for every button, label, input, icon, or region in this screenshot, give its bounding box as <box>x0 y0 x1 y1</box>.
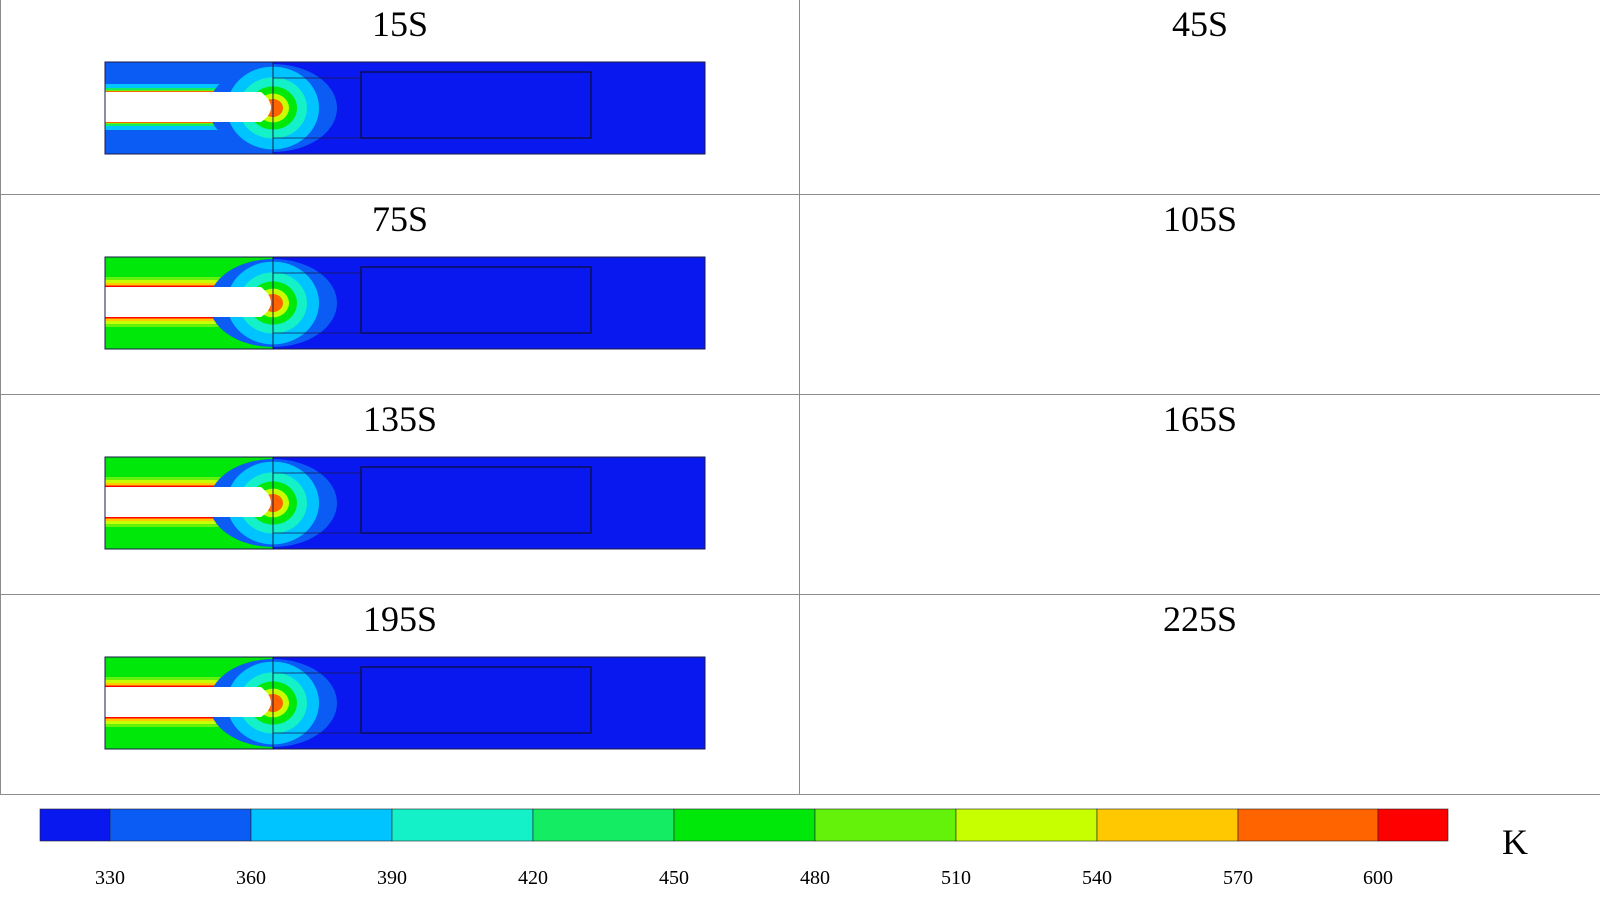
channel-void <box>105 92 271 122</box>
temperature-contour <box>800 595 1600 795</box>
body-outline <box>104 61 706 155</box>
contour-panel: 195S <box>0 595 800 795</box>
inner-block-outline <box>360 666 592 734</box>
panel-time-label: 15S <box>371 4 429 44</box>
colorbar-segment <box>673 808 816 842</box>
temperature-contour <box>104 256 706 350</box>
body-outline <box>104 656 706 750</box>
colorbar-scale <box>39 808 1449 842</box>
contour-panel: 225S <box>800 595 1600 795</box>
colorbar-segment <box>814 808 957 842</box>
colorbar-tick-label: 420 <box>518 867 548 889</box>
contour-panel: 15S <box>0 0 800 195</box>
temperature-contour <box>800 195 1600 395</box>
temperature-contour <box>800 395 1600 595</box>
temperature-contour <box>104 61 706 155</box>
colorbar-unit: K <box>1502 822 1528 862</box>
colorbar-segment <box>109 808 252 842</box>
colorbar-tick-label: 450 <box>659 867 689 889</box>
contour-panel: 135S <box>0 395 800 595</box>
body-outline <box>104 456 706 550</box>
colorbar-segment <box>1096 808 1239 842</box>
colorbar-segment <box>1237 808 1379 842</box>
contour-panel: 45S <box>800 0 1600 195</box>
panel-time-label: 75S <box>371 199 429 239</box>
inner-block-outline <box>360 266 592 334</box>
colorbar-segment <box>250 808 393 842</box>
contour-panel: 165S <box>800 395 1600 595</box>
channel-void <box>105 287 271 317</box>
body-outline <box>104 256 706 350</box>
colorbar-segment <box>532 808 675 842</box>
colorbar-tick-label: 360 <box>236 867 266 889</box>
contour-panel: 105S <box>800 195 1600 395</box>
colorbar-segment <box>1377 808 1449 842</box>
panel-time-label: 105S <box>1162 199 1238 239</box>
channel-void <box>105 687 271 717</box>
colorbar: K 330 360 390 420 450 480 510 540 570 600 <box>0 795 1600 918</box>
inner-block-outline <box>360 71 592 139</box>
temperature-contour <box>800 0 1600 195</box>
panel-time-label: 225S <box>1162 599 1238 639</box>
colorbar-tick-label: 540 <box>1082 867 1112 889</box>
colorbar-segment <box>955 808 1098 842</box>
colorbar-segment <box>391 808 534 842</box>
panel-time-label: 45S <box>1171 4 1229 44</box>
colorbar-tick-label: 480 <box>800 867 830 889</box>
panel-time-label: 135S <box>362 399 438 439</box>
panel-time-label: 195S <box>362 599 438 639</box>
temperature-contour <box>104 456 706 550</box>
panel-time-label: 165S <box>1162 399 1238 439</box>
temperature-contour <box>104 656 706 750</box>
colorbar-tick-label: 330 <box>95 867 125 889</box>
colorbar-tick-label: 390 <box>377 867 407 889</box>
inner-block-outline <box>360 466 592 534</box>
colorbar-segment <box>39 808 111 842</box>
contour-panel: 75S <box>0 195 800 395</box>
colorbar-tick-label: 600 <box>1363 867 1393 889</box>
channel-void <box>105 487 271 517</box>
colorbar-tick-label: 570 <box>1223 867 1253 889</box>
contour-grid: 15S 45S 75S 105S 135S 165S 195S 225S <box>0 0 1600 795</box>
colorbar-tick-label: 510 <box>941 867 971 889</box>
